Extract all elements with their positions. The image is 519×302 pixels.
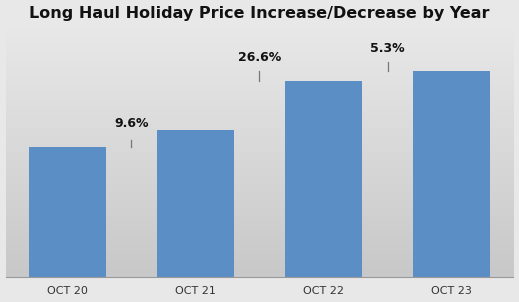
Bar <box>414 71 490 277</box>
Text: 26.6%: 26.6% <box>238 51 281 64</box>
Text: 5.3%: 5.3% <box>371 42 405 55</box>
Bar <box>285 81 362 277</box>
Bar <box>157 130 234 277</box>
Bar <box>29 147 105 277</box>
Text: 9.6%: 9.6% <box>114 117 148 130</box>
Title: Long Haul Holiday Price Increase/Decrease by Year: Long Haul Holiday Price Increase/Decreas… <box>29 5 490 21</box>
